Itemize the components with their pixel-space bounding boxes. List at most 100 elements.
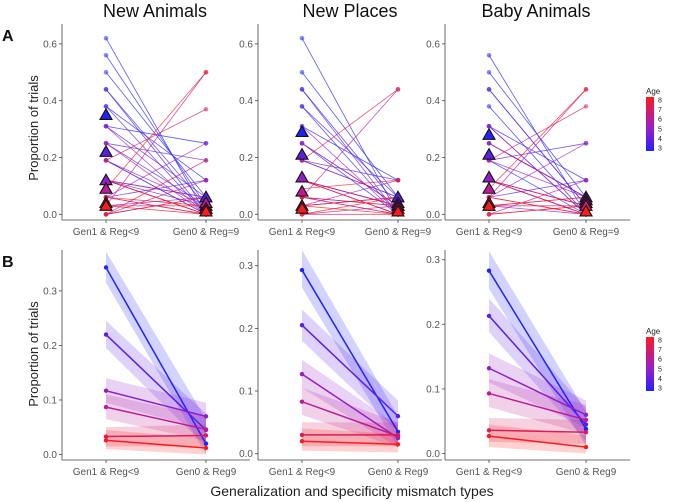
individual-point [299,104,305,109]
mean-triangle [295,201,309,214]
y-tick-label: 0.0 [239,210,253,221]
individual-line [105,72,207,207]
mean-triangle [99,198,113,211]
y-tick-label: 0.6 [426,39,440,50]
legend-colorbar [646,337,654,391]
series-point [103,404,109,410]
series-point [203,445,209,451]
individual-point [583,104,589,109]
individual-line [301,125,399,181]
y-tick-label: 0.0 [426,449,440,460]
individual-line [488,179,587,198]
individual-point [203,69,209,75]
individual-line [488,196,587,215]
individual-point [486,52,492,58]
x-tick-label: Gen0 & Reg=9 [553,227,620,238]
individual-line [105,106,207,181]
individual-point [203,106,209,112]
panel-label-a: A [2,28,14,45]
individual-line [105,159,207,215]
x-tick-label: Gen1 & Reg<9 [269,467,336,478]
individual-line [488,159,587,215]
individual-line [301,106,399,215]
x-tick-label: Gen0 & Reg=9 [365,227,432,238]
individual-point [486,123,492,129]
series-point [103,438,109,443]
legend-tick-label: 8 [658,338,662,345]
mean-triangle [482,181,496,194]
series-line-age-8 [488,435,587,448]
y-tick-label: 0.1 [43,396,57,407]
y-tick-label: 0.3 [239,261,253,272]
y-tick-label: 0.1 [426,384,440,395]
legend-tick-label: 5 [658,126,662,133]
panel-title-new-places: New Places [302,1,397,21]
confidence-band [302,359,398,448]
x-tick-label: Gen0 & Reg=9 [173,227,240,238]
individual-point [103,123,109,129]
mean-triangle [482,198,496,211]
series-point [103,388,109,393]
mean-triangle [579,204,593,217]
series-point [486,428,492,433]
individual-point [203,141,209,146]
individual-line [301,106,399,198]
individual-line [301,89,399,161]
individual-line [301,89,399,198]
y-tick-label: 0.2 [426,320,440,331]
individual-point [299,69,305,75]
series-point [299,267,305,273]
x-tick-label: Gen1 & Reg<9 [456,467,523,478]
individual-line [105,159,207,207]
y-axis-label-row-b: Proportion of trials [26,301,41,407]
individual-point [486,104,492,109]
individual-line [488,179,587,215]
individual-point [486,87,492,92]
series-point [103,265,109,270]
y-tick-label: 0.4 [239,96,253,107]
series-point [299,323,305,328]
y-tick-label: 0.0 [426,210,440,221]
individual-line [105,125,207,198]
individual-line [105,142,207,215]
y-tick-label: 0.2 [239,324,253,335]
individual-line [488,142,587,198]
individual-point [103,158,109,163]
x-tick-label: Gen0 & Reg9 [176,467,237,478]
series-point [299,432,305,438]
x-tick-label: Gen1 & Reg<9 [456,227,523,238]
y-tick-label: 0.6 [43,39,57,50]
series-point [203,441,209,446]
mean-triangle [295,124,309,137]
individual-line [488,106,587,161]
individual-line [105,179,207,215]
panel-title-baby-animals: Baby Animals [481,1,590,21]
series-point [583,417,589,423]
individual-point [583,87,589,92]
confidence-band [106,251,206,455]
legend-tick-label: 7 [658,107,662,114]
individual-line [105,142,207,198]
x-tick-label: Gen1 & Reg<9 [269,227,336,238]
series-point [583,426,589,432]
series-point [299,371,305,377]
y-tick-label: 0.6 [239,39,253,50]
mean-triangle [199,204,213,217]
series-point [203,433,209,438]
individual-point [299,35,305,41]
x-tick-label: Gen1 & Reg<9 [73,227,140,238]
legend-tick-label: 3 [658,146,662,153]
y-tick-label: 0.2 [426,153,440,164]
age-legend-row-b: Age 8 7 6 5 4 3 [646,327,662,393]
legend-tick-label: 5 [658,366,662,373]
legend-title: Age [646,87,661,96]
individual-point [103,212,109,217]
individual-point [486,212,492,217]
mean-triangle [295,184,309,197]
individual-line [105,108,207,161]
mean-triangle [295,170,309,183]
x-axis-label: Generalization and specificity mismatch … [210,483,493,499]
series-line-age-7 [105,434,207,438]
individual-line [488,125,587,181]
individual-line [301,159,399,198]
